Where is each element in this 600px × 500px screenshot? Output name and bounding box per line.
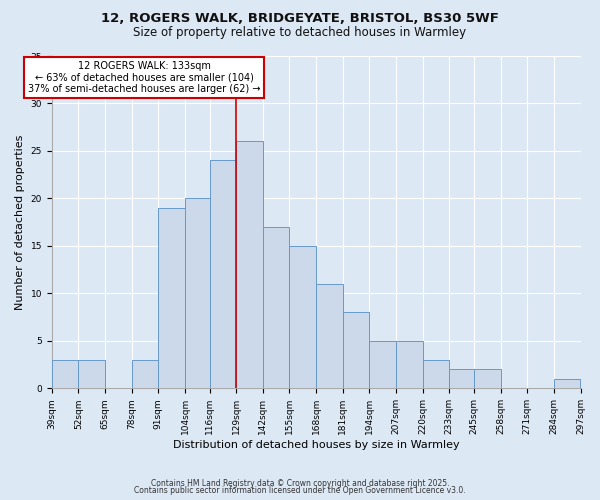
Text: Size of property relative to detached houses in Warmley: Size of property relative to detached ho… bbox=[133, 26, 467, 39]
Bar bbox=[370, 341, 396, 388]
Bar bbox=[158, 208, 185, 388]
Bar bbox=[396, 341, 423, 388]
Text: Contains public sector information licensed under the Open Government Licence v3: Contains public sector information licen… bbox=[134, 486, 466, 495]
Bar bbox=[474, 370, 500, 388]
Bar bbox=[343, 312, 370, 388]
Bar bbox=[209, 160, 236, 388]
Bar bbox=[289, 246, 316, 388]
Bar bbox=[263, 227, 289, 388]
Bar bbox=[52, 360, 79, 388]
Y-axis label: Number of detached properties: Number of detached properties bbox=[15, 134, 25, 310]
Bar bbox=[423, 360, 449, 388]
Bar bbox=[554, 379, 580, 388]
Bar bbox=[132, 360, 158, 388]
Bar bbox=[236, 142, 263, 388]
Bar bbox=[449, 370, 474, 388]
Text: Contains HM Land Registry data © Crown copyright and database right 2025.: Contains HM Land Registry data © Crown c… bbox=[151, 478, 449, 488]
Bar bbox=[79, 360, 105, 388]
Bar bbox=[316, 284, 343, 389]
Text: 12 ROGERS WALK: 133sqm
← 63% of detached houses are smaller (104)
37% of semi-de: 12 ROGERS WALK: 133sqm ← 63% of detached… bbox=[28, 60, 260, 94]
Text: 12, ROGERS WALK, BRIDGEYATE, BRISTOL, BS30 5WF: 12, ROGERS WALK, BRIDGEYATE, BRISTOL, BS… bbox=[101, 12, 499, 26]
X-axis label: Distribution of detached houses by size in Warmley: Distribution of detached houses by size … bbox=[173, 440, 460, 450]
Bar bbox=[185, 198, 209, 388]
